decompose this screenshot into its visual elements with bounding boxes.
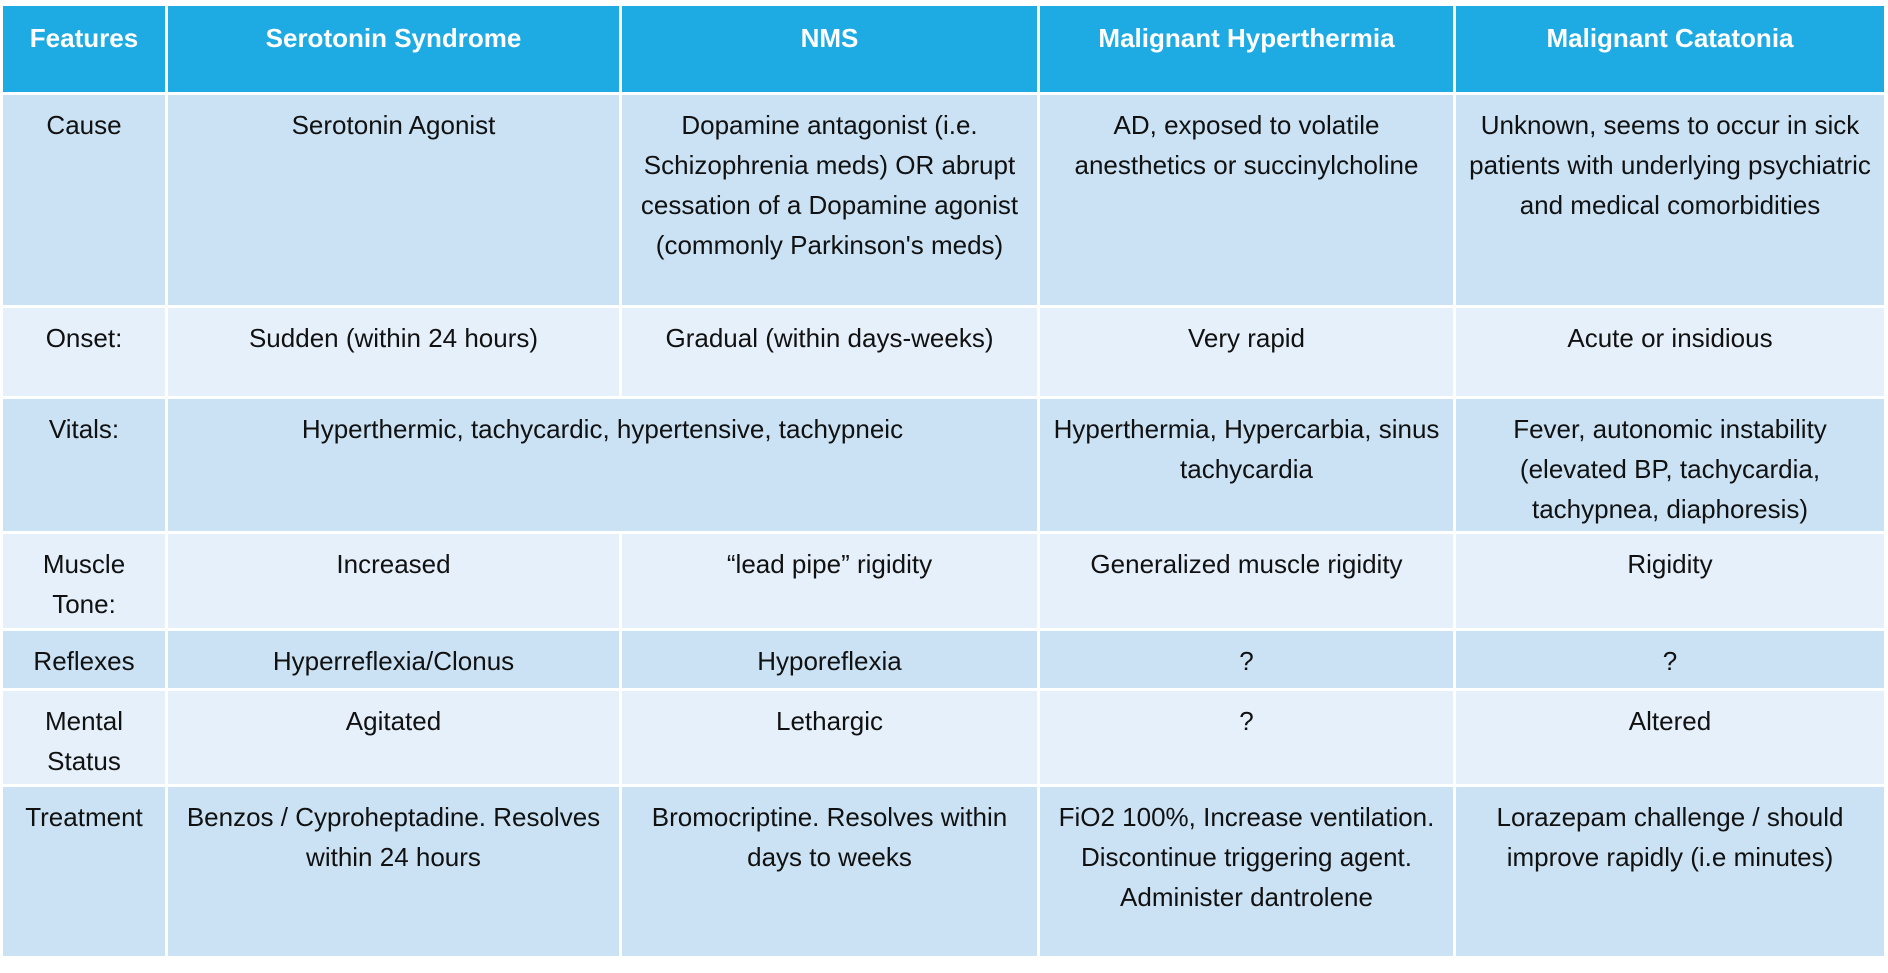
- cell: Increased: [165, 531, 622, 631]
- feature-label: Reflexes: [0, 628, 168, 691]
- row-onset: Onset: Sudden (within 24 hours) Gradual …: [0, 305, 1887, 399]
- row-vitals: Vitals: Hyperthermic, tachycardic, hyper…: [0, 396, 1887, 534]
- cell: Unknown, seems to occur in sick patients…: [1453, 92, 1887, 308]
- cell: ?: [1037, 688, 1456, 787]
- header-nms: NMS: [619, 3, 1040, 95]
- cell: Hyporeflexia: [619, 628, 1040, 691]
- row-mental-status: Mental Status Agitated Lethargic ? Alter…: [0, 688, 1887, 787]
- cell: Generalized muscle rigidity: [1037, 531, 1456, 631]
- feature-label: Treatment: [0, 784, 168, 959]
- header-malignant-catatonia: Malignant Catatonia: [1453, 3, 1887, 95]
- cell: “lead pipe” rigidity: [619, 531, 1040, 631]
- cell: Fever, autonomic instability (elevated B…: [1453, 396, 1887, 534]
- header-malignant-hyperthermia: Malignant Hyperthermia: [1037, 3, 1456, 95]
- row-muscle-tone: Muscle Tone: Increased “lead pipe” rigid…: [0, 531, 1887, 631]
- cell: Hyperthermic, tachycardic, hypertensive,…: [165, 396, 1040, 534]
- cell: Serotonin Agonist: [165, 92, 622, 308]
- cell: Agitated: [165, 688, 622, 787]
- cell: Benzos / Cyproheptadine. Resolves within…: [165, 784, 622, 959]
- cell: Lorazepam challenge / should improve rap…: [1453, 784, 1887, 959]
- feature-label: Muscle Tone:: [0, 531, 168, 631]
- cell: AD, exposed to volatile anesthetics or s…: [1037, 92, 1456, 308]
- cell: FiO2 100%, Increase ventilation. Discont…: [1037, 784, 1456, 959]
- feature-label: Vitals:: [0, 396, 168, 534]
- cell: Very rapid: [1037, 305, 1456, 399]
- feature-label: Onset:: [0, 305, 168, 399]
- cell: ?: [1453, 628, 1887, 691]
- row-treatment: Treatment Benzos / Cyproheptadine. Resol…: [0, 784, 1887, 959]
- header-row: Features Serotonin Syndrome NMS Malignan…: [0, 3, 1887, 95]
- cell: Dopamine antagonist (i.e. Schizophrenia …: [619, 92, 1040, 308]
- cell: Hyperreflexia/Clonus: [165, 628, 622, 691]
- cell: Sudden (within 24 hours): [165, 305, 622, 399]
- cell: Bromocriptine. Resolves within days to w…: [619, 784, 1040, 959]
- cell: Acute or insidious: [1453, 305, 1887, 399]
- header-serotonin-syndrome: Serotonin Syndrome: [165, 3, 622, 95]
- cell: Lethargic: [619, 688, 1040, 787]
- feature-label: Cause: [0, 92, 168, 308]
- comparison-table: Features Serotonin Syndrome NMS Malignan…: [0, 3, 1887, 959]
- row-cause: Cause Serotonin Agonist Dopamine antagon…: [0, 92, 1887, 308]
- feature-label: Mental Status: [0, 688, 168, 787]
- header-features: Features: [0, 3, 168, 95]
- row-reflexes: Reflexes Hyperreflexia/Clonus Hyporeflex…: [0, 628, 1887, 691]
- cell: Gradual (within days-weeks): [619, 305, 1040, 399]
- cell: Hyperthermia, Hypercarbia, sinus tachyca…: [1037, 396, 1456, 534]
- cell: Rigidity: [1453, 531, 1887, 631]
- cell: ?: [1037, 628, 1456, 691]
- cell: Altered: [1453, 688, 1887, 787]
